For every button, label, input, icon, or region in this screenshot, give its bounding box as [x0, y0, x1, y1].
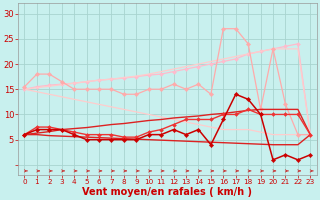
X-axis label: Vent moyen/en rafales ( km/h ): Vent moyen/en rafales ( km/h ) — [82, 187, 252, 197]
